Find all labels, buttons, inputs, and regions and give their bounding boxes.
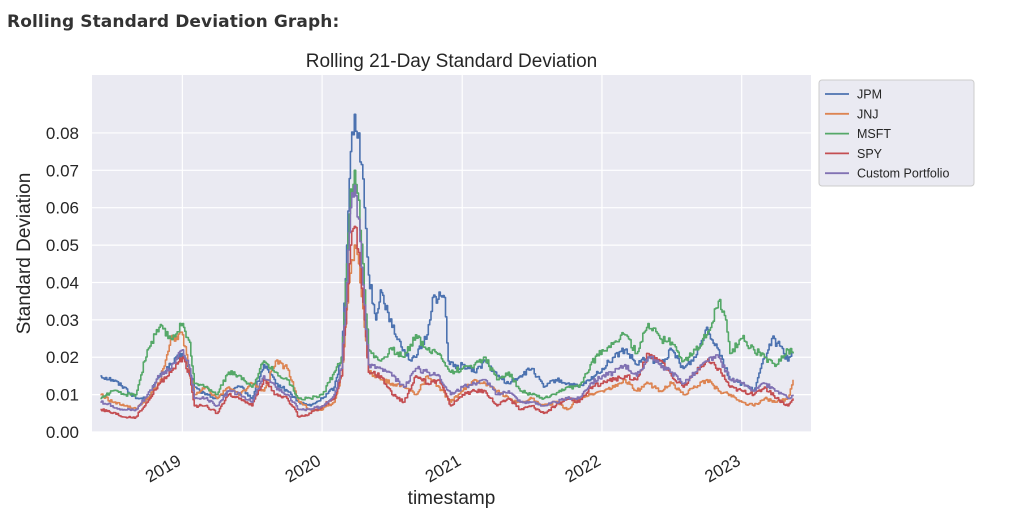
legend: JPM JNJ MSFT SPY Custom Portfolio <box>818 79 975 187</box>
x-tick-label: 2019 <box>142 451 184 486</box>
legend-label: JPM <box>857 88 882 102</box>
y-tick-label: 0.05 <box>46 236 79 255</box>
x-tick-label: 2022 <box>562 451 604 486</box>
y-tick-label: 0.06 <box>46 199 79 218</box>
y-tick-label: 0.04 <box>46 273 79 292</box>
x-axis-ticks: 2019 2020 2021 2022 2023 <box>142 451 744 486</box>
x-tick-label: 2023 <box>701 451 743 486</box>
grid-lines <box>92 75 811 433</box>
y-tick-label: 0.08 <box>46 124 79 143</box>
series-layer <box>100 113 794 419</box>
series-line-spy <box>100 225 794 419</box>
legend-label: SPY <box>857 147 883 161</box>
page-heading: Rolling Standard Deviation Graph: <box>7 12 340 32</box>
legend-label: Custom Portfolio <box>857 167 949 181</box>
y-tick-label: 0.03 <box>46 311 79 330</box>
x-tick-label: 2021 <box>422 451 464 486</box>
chart-title: Rolling 21-Day Standard Deviation <box>306 51 598 72</box>
series-line-msft <box>100 169 794 401</box>
legend-label: MSFT <box>857 127 891 141</box>
x-tick-label: 2020 <box>282 451 324 486</box>
x-axis-label: timestamp <box>408 488 496 509</box>
y-tick-label: 0.00 <box>46 423 79 442</box>
legend-label: JNJ <box>857 107 879 121</box>
y-axis-label: Standard Deviation <box>14 173 35 335</box>
series-line-custom-portfolio <box>100 184 794 412</box>
y-axis-ticks: 0.00 0.01 0.02 0.03 0.04 0.05 0.06 0.07 0.08 <box>46 124 79 442</box>
y-tick-label: 0.07 <box>46 161 79 180</box>
legend-box <box>818 79 975 187</box>
y-tick-label: 0.01 <box>46 386 79 405</box>
plot-area <box>92 75 811 432</box>
y-tick-label: 0.02 <box>46 348 79 367</box>
